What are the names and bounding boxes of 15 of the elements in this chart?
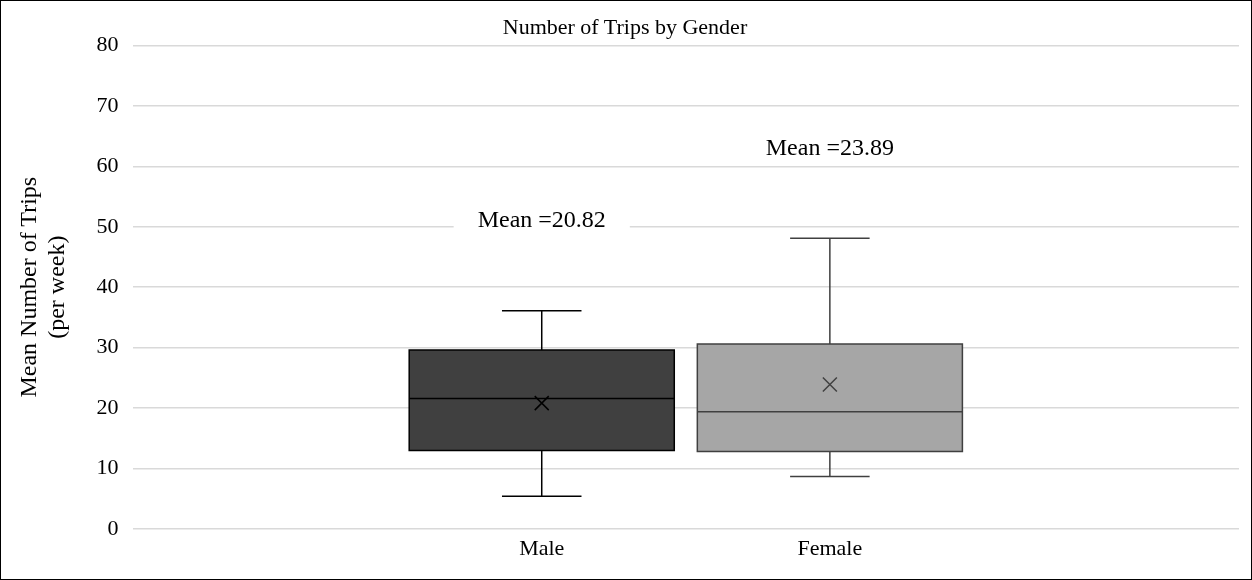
- y-axis-title: Mean Number of Trips (per week): [14, 176, 70, 398]
- x-tick-label: Male: [519, 534, 565, 560]
- y-tick-label: 50: [96, 212, 119, 238]
- y-tick-label: 60: [96, 152, 119, 178]
- y-tick-label: 70: [96, 91, 119, 117]
- y-tick-label: 80: [96, 31, 119, 57]
- y-tick-label: 0: [107, 514, 119, 540]
- x-tick-label: Female: [797, 534, 863, 560]
- annotation: Mean =20.82: [477, 206, 606, 233]
- y-tick-label: 40: [96, 272, 119, 298]
- y-tick-label: 10: [96, 454, 119, 480]
- chart-title: Number of Trips by Gender: [502, 13, 748, 39]
- y-tick-label: 30: [96, 333, 119, 359]
- annotation: Mean =23.89: [765, 133, 894, 160]
- y-tick-label: 20: [96, 393, 119, 419]
